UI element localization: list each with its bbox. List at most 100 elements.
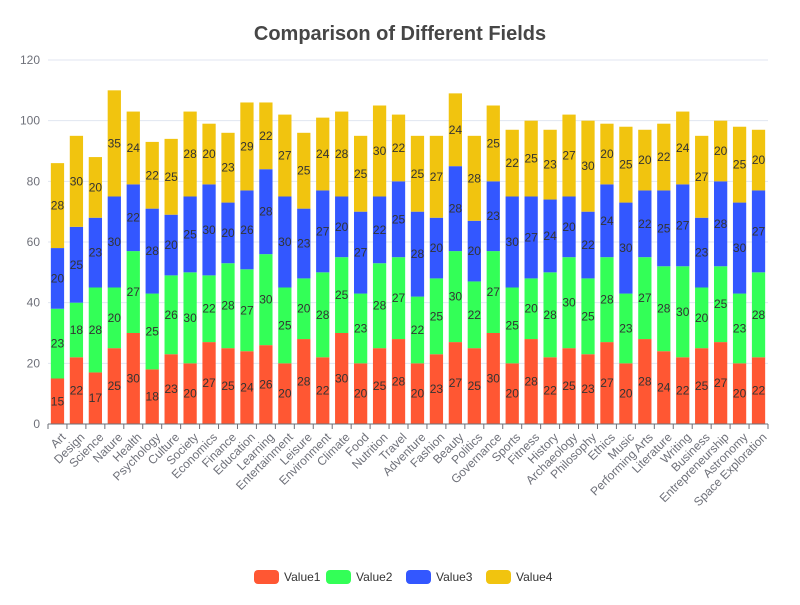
bar-segment-value4[interactable] xyxy=(429,135,444,218)
bar-segment-value2[interactable] xyxy=(524,278,538,340)
bar-segment-value1[interactable] xyxy=(50,378,65,425)
bar-segment-value1[interactable] xyxy=(638,339,652,424)
bar-stack-science[interactable]: 17 28 23 20 xyxy=(89,157,103,424)
bar-segment-value3[interactable] xyxy=(732,202,747,294)
bar-segment-value4[interactable] xyxy=(50,163,65,249)
bar-segment-value2[interactable] xyxy=(448,251,462,343)
bar-segment-value1[interactable] xyxy=(221,348,235,424)
bar-segment-value1[interactable] xyxy=(505,363,519,424)
bar-segment-value3[interactable] xyxy=(50,248,65,309)
bar-segment-value4[interactable] xyxy=(278,114,292,197)
bar-segment-value1[interactable] xyxy=(316,357,330,424)
bar-stack-art[interactable]: 15 23 20 28 xyxy=(51,163,65,424)
bar-segment-value4[interactable] xyxy=(126,111,140,185)
bar-stack-psychology[interactable]: 18 25 28 22 xyxy=(145,141,160,424)
bar-segment-value3[interactable] xyxy=(562,196,576,258)
bar-segment-value3[interactable] xyxy=(88,217,102,288)
legend[interactable]: Value1 Value2 Value3 Value4 xyxy=(254,570,553,584)
bar-segment-value1[interactable] xyxy=(410,363,425,424)
bar-segment-value3[interactable] xyxy=(619,202,633,294)
bar-segment-value1[interactable] xyxy=(259,345,273,424)
bar-segment-value1[interactable] xyxy=(467,348,481,424)
bar-stack-adventure[interactable]: 20 22 28 25 xyxy=(410,135,425,424)
bar-stack-space-exploration[interactable]: 22 28 27 20 xyxy=(751,129,766,424)
bar-segment-value4[interactable] xyxy=(505,129,519,197)
bar-segment-value2[interactable] xyxy=(372,263,387,349)
bar-stack-economics[interactable]: 27 22 30 20 xyxy=(202,123,216,424)
bar-segment-value1[interactable] xyxy=(619,363,633,424)
bar-segment-value4[interactable] xyxy=(486,105,500,182)
bar-segment-value4[interactable] xyxy=(410,135,425,212)
bar-stack-leisure[interactable]: 28 20 23 25 xyxy=(297,132,311,424)
bar-segment-value1[interactable] xyxy=(164,354,178,424)
bar-segment-value3[interactable] xyxy=(467,220,481,282)
bar-segment-value4[interactable] xyxy=(751,129,766,191)
bar-segment-value1[interactable] xyxy=(183,363,197,424)
bar-segment-value4[interactable] xyxy=(391,114,406,182)
bar-stack-education[interactable]: 24 27 26 29 xyxy=(240,102,254,424)
bar-stack-music[interactable]: 20 23 30 25 xyxy=(619,126,633,424)
bar-segment-value1[interactable] xyxy=(126,333,140,424)
bar-segment-value1[interactable] xyxy=(297,339,311,424)
bar-stack-fashion[interactable]: 23 25 20 27 xyxy=(429,135,444,424)
bar-segment-value1[interactable] xyxy=(657,351,671,424)
bar-segment-value1[interactable] xyxy=(202,342,216,424)
bar-segment-value4[interactable] xyxy=(524,120,538,197)
bar-segment-value2[interactable] xyxy=(107,287,121,349)
legend-item-value1[interactable]: Value1 xyxy=(254,570,321,584)
bar-segment-value4[interactable] xyxy=(372,105,387,197)
bar-segment-value4[interactable] xyxy=(581,120,595,212)
bar-segment-value4[interactable] xyxy=(448,93,462,167)
bar-segment-value3[interactable] xyxy=(410,211,425,297)
bar-segment-value3[interactable] xyxy=(107,196,121,288)
bar-segment-value2[interactable] xyxy=(50,308,65,379)
bar-segment-value4[interactable] xyxy=(354,135,368,212)
bar-stack-environment[interactable]: 22 28 27 24 xyxy=(316,117,330,424)
bar-segment-value4[interactable] xyxy=(467,135,481,221)
bar-segment-value2[interactable] xyxy=(714,266,728,343)
bar-segment-value2[interactable] xyxy=(391,257,406,340)
bar-stack-performing-arts[interactable]: 28 27 22 20 xyxy=(638,129,652,424)
bar-segment-value1[interactable] xyxy=(145,369,159,424)
bar-stack-nutrition[interactable]: 25 28 22 30 xyxy=(372,105,387,425)
bar-segment-value3[interactable] xyxy=(429,217,444,279)
bar-stack-governance[interactable]: 30 27 23 25 xyxy=(486,105,501,425)
bar-segment-value3[interactable] xyxy=(316,190,330,273)
bar-segment-value4[interactable] xyxy=(335,111,349,197)
bar-stack-archaeology[interactable]: 25 30 20 27 xyxy=(562,114,576,424)
bar-segment-value2[interactable] xyxy=(221,263,235,349)
bar-segment-value3[interactable] xyxy=(297,208,311,279)
bar-segment-value3[interactable] xyxy=(335,196,349,258)
bar-segment-value2[interactable] xyxy=(638,257,652,340)
bar-stack-design[interactable]: 22 18 25 30 xyxy=(69,135,84,424)
bar-segment-value2[interactable] xyxy=(657,266,671,352)
bar-segment-value3[interactable] xyxy=(751,190,766,273)
bar-stack-history[interactable]: 22 28 24 23 xyxy=(543,129,557,424)
bar-segment-value2[interactable] xyxy=(429,278,444,355)
bar-segment-value2[interactable] xyxy=(619,293,633,364)
bar-segment-value3[interactable] xyxy=(126,184,140,252)
bar-segment-value1[interactable] xyxy=(448,342,462,424)
bar-segment-value2[interactable] xyxy=(543,272,557,358)
bar-stack-climate[interactable]: 30 25 20 28 xyxy=(335,111,349,424)
bar-segment-value4[interactable] xyxy=(183,111,197,197)
bar-segment-value2[interactable] xyxy=(183,272,197,364)
bar-segment-value4[interactable] xyxy=(88,157,102,218)
bar-segment-value3[interactable] xyxy=(638,190,652,258)
bar-stack-food[interactable]: 20 23 27 25 xyxy=(354,135,368,424)
bar-segment-value3[interactable] xyxy=(714,181,728,267)
bar-segment-value1[interactable] xyxy=(581,354,595,424)
bar-segment-value4[interactable] xyxy=(202,123,216,185)
bar-segment-value3[interactable] xyxy=(391,181,406,258)
bar-segment-value4[interactable] xyxy=(240,102,254,191)
bar-segment-value4[interactable] xyxy=(69,135,84,227)
bar-segment-value3[interactable] xyxy=(505,196,519,288)
bar-segment-value4[interactable] xyxy=(714,120,728,182)
bar-segment-value4[interactable] xyxy=(657,123,671,191)
bar-stack-beauty[interactable]: 27 30 28 24 xyxy=(449,93,463,424)
bar-segment-value2[interactable] xyxy=(581,278,595,355)
bar-segment-value2[interactable] xyxy=(126,251,140,333)
bar-segment-value4[interactable] xyxy=(562,114,576,197)
bar-segment-value1[interactable] xyxy=(486,333,500,424)
bar-segment-value3[interactable] xyxy=(240,190,254,270)
